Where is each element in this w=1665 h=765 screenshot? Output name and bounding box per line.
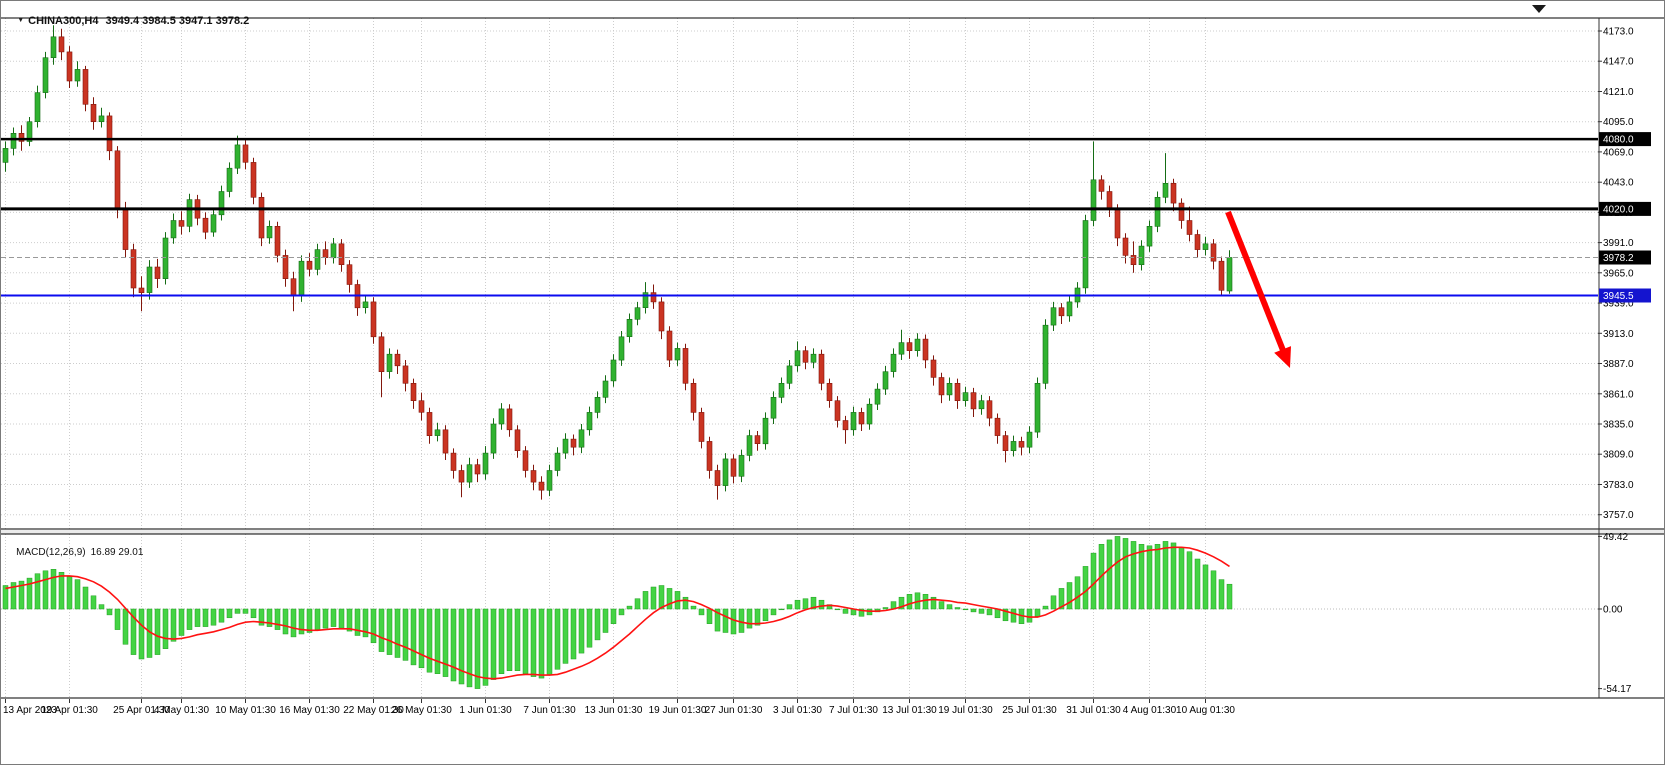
svg-text:4043.0: 4043.0 bbox=[1603, 178, 1634, 189]
svg-text:26 May 01:30: 26 May 01:30 bbox=[391, 705, 452, 716]
svg-text:3809.0: 3809.0 bbox=[1603, 450, 1634, 461]
svg-text:22 May 01:30: 22 May 01:30 bbox=[343, 705, 404, 716]
symbol-timeframe-label: CHINA300,H4 bbox=[28, 15, 99, 27]
ohlc-values: 3949.4 3984.5 3947.1 3978.2 bbox=[105, 15, 250, 27]
trend-arrow[interactable] bbox=[1225, 210, 1291, 368]
svg-text:13 Jul 01:30: 13 Jul 01:30 bbox=[882, 705, 937, 716]
svg-text:7 Jun 01:30: 7 Jun 01:30 bbox=[523, 705, 576, 716]
svg-text:10 Aug 01:30: 10 Aug 01:30 bbox=[1176, 705, 1235, 716]
macd-name: MACD(12,26,9) bbox=[16, 547, 86, 558]
svg-text:3757.0: 3757.0 bbox=[1603, 510, 1634, 521]
candlesticks[interactable] bbox=[2, 25, 1233, 500]
panel-borders bbox=[1, 17, 1664, 699]
svg-text:3861.0: 3861.0 bbox=[1603, 389, 1634, 400]
svg-text:7 Jul 01:30: 7 Jul 01:30 bbox=[829, 705, 878, 716]
svg-text:3887.0: 3887.0 bbox=[1603, 359, 1634, 370]
svg-text:4069.0: 4069.0 bbox=[1603, 147, 1634, 158]
macd-pane[interactable] bbox=[2, 536, 1233, 689]
symbol-dropdown-icon[interactable]: ▼ bbox=[17, 17, 25, 24]
svg-text:19 Jun 01:30: 19 Jun 01:30 bbox=[649, 705, 707, 716]
svg-text:-54.17: -54.17 bbox=[1603, 684, 1632, 695]
svg-text:3939.0: 3939.0 bbox=[1603, 299, 1634, 310]
svg-text:4173.0: 4173.0 bbox=[1603, 27, 1634, 38]
svg-text:49.42: 49.42 bbox=[1603, 532, 1628, 543]
svg-text:3945.5: 3945.5 bbox=[1603, 291, 1634, 302]
svg-text:3965.0: 3965.0 bbox=[1603, 268, 1634, 279]
svg-text:4121.0: 4121.0 bbox=[1603, 87, 1634, 98]
svg-text:3991.0: 3991.0 bbox=[1603, 238, 1634, 249]
svg-text:3 Jul 01:30: 3 Jul 01:30 bbox=[773, 705, 822, 716]
svg-text:13 Jun 01:30: 13 Jun 01:30 bbox=[585, 705, 643, 716]
svg-text:3783.0: 3783.0 bbox=[1603, 480, 1634, 491]
svg-text:27 Jun 01:30: 27 Jun 01:30 bbox=[705, 705, 763, 716]
svg-text:13 Apr 2023: 13 Apr 2023 bbox=[3, 705, 57, 716]
macd-indicator-label: MACD(12,26,9) 16.89 29.01 bbox=[5, 536, 143, 569]
svg-text:16 May 01:30: 16 May 01:30 bbox=[279, 705, 340, 716]
svg-text:4 May 01:30: 4 May 01:30 bbox=[154, 705, 209, 716]
svg-text:31 Jul 01:30: 31 Jul 01:30 bbox=[1066, 705, 1121, 716]
svg-text:19 Apr 01:30: 19 Apr 01:30 bbox=[41, 705, 98, 716]
svg-text:25 Apr 01:30: 25 Apr 01:30 bbox=[113, 705, 170, 716]
svg-text:10 May 01:30: 10 May 01:30 bbox=[215, 705, 276, 716]
svg-text:4095.0: 4095.0 bbox=[1603, 117, 1634, 128]
svg-text:4080.0: 4080.0 bbox=[1603, 135, 1634, 146]
svg-text:4020.0: 4020.0 bbox=[1603, 204, 1634, 215]
svg-text:3835.0: 3835.0 bbox=[1603, 420, 1634, 431]
price-scale[interactable]: 3757.0 3783.0 3809.0 3835.0 3861.0 3887.0 3913… bbox=[1598, 27, 1651, 696]
svg-text:1 Jun 01:30: 1 Jun 01:30 bbox=[459, 705, 512, 716]
chart-shift-marker[interactable] bbox=[1532, 5, 1546, 13]
macd-values: 16.89 29.01 bbox=[90, 547, 144, 558]
horizontal-level-lines[interactable] bbox=[1, 137, 1598, 297]
svg-text:4 Aug 01:30: 4 Aug 01:30 bbox=[1123, 705, 1177, 716]
svg-text:3913.0: 3913.0 bbox=[1603, 329, 1634, 340]
svg-text:25 Jul 01:30: 25 Jul 01:30 bbox=[1002, 705, 1057, 716]
svg-text:0.00: 0.00 bbox=[1603, 605, 1623, 616]
svg-text:4147.0: 4147.0 bbox=[1603, 57, 1634, 68]
svg-text:19 Jul 01:30: 19 Jul 01:30 bbox=[938, 705, 993, 716]
svg-text:3978.2: 3978.2 bbox=[1603, 253, 1634, 264]
chart-title: ▼ CHINA300,H4 3949.4 3984.5 3947.1 3978.2 bbox=[5, 3, 249, 39]
